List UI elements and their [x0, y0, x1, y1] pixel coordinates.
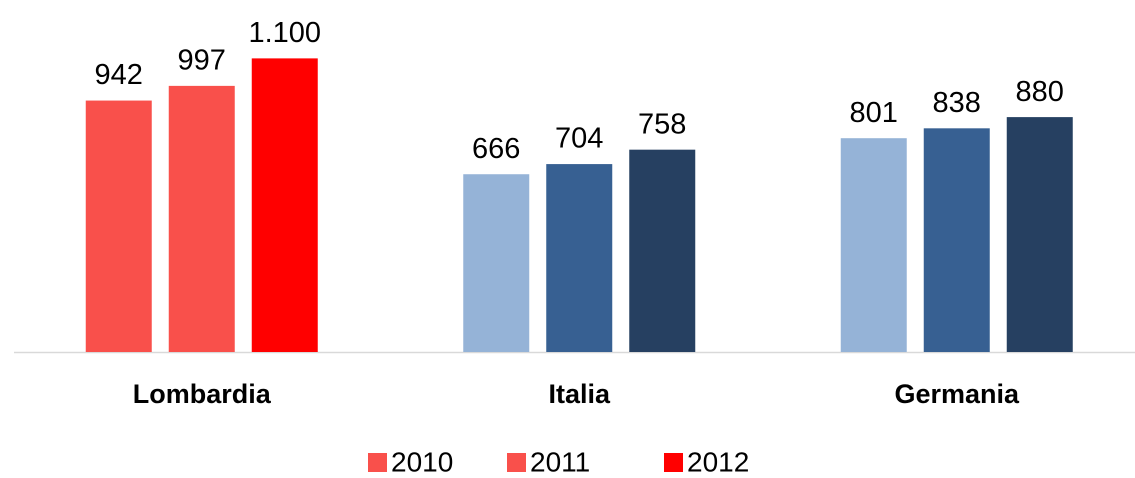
data-label: 801	[850, 97, 898, 129]
bar	[923, 128, 990, 352]
bar	[251, 58, 318, 353]
data-label: 942	[95, 59, 143, 91]
data-label: 880	[1016, 76, 1064, 108]
legend-label: 2012	[687, 446, 749, 477]
x-tick-label: Lombardia	[133, 379, 272, 409]
data-label: 758	[638, 108, 686, 140]
x-tick-label: Germania	[894, 379, 1020, 409]
bar	[629, 149, 696, 352]
legend-label: 2010	[391, 446, 453, 477]
bar	[85, 100, 152, 352]
data-label: 704	[555, 123, 603, 155]
bar	[546, 164, 613, 352]
data-label: 666	[472, 133, 520, 165]
bar	[840, 138, 907, 352]
data-label: 1.100	[248, 17, 321, 49]
bar	[463, 174, 530, 352]
legend-swatch	[507, 453, 526, 472]
legend-swatch	[664, 453, 683, 472]
data-label: 997	[178, 45, 226, 77]
legend-label: 2011	[530, 446, 590, 477]
x-tick-label: Italia	[548, 379, 611, 409]
bar	[1006, 117, 1073, 352]
legend-swatch	[368, 453, 387, 472]
data-label: 838	[933, 87, 981, 119]
bar	[168, 85, 235, 353]
